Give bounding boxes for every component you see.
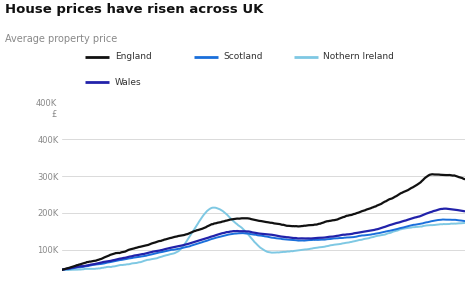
Text: Average property price: Average property price <box>5 34 117 44</box>
Text: Wales: Wales <box>115 78 141 87</box>
Text: £: £ <box>52 110 57 119</box>
Text: Scotland: Scotland <box>224 52 263 61</box>
Text: England: England <box>115 52 152 61</box>
Text: House prices have risen across UK: House prices have risen across UK <box>5 3 263 16</box>
Text: Nothern Ireland: Nothern Ireland <box>323 52 394 61</box>
Text: 400K: 400K <box>36 98 57 108</box>
